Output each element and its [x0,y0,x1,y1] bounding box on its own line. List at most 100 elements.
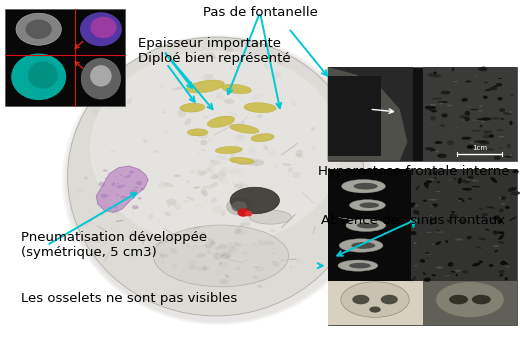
Ellipse shape [158,221,160,222]
Ellipse shape [428,73,433,77]
Ellipse shape [244,103,276,113]
Ellipse shape [500,171,507,173]
Ellipse shape [493,86,498,87]
Ellipse shape [138,184,141,185]
Ellipse shape [381,295,398,304]
Ellipse shape [509,216,517,221]
Ellipse shape [160,85,164,88]
Ellipse shape [215,246,220,250]
Ellipse shape [493,156,501,160]
Ellipse shape [292,172,301,178]
Ellipse shape [108,189,114,194]
Ellipse shape [130,230,136,236]
Ellipse shape [498,78,502,79]
Ellipse shape [425,253,431,255]
Ellipse shape [430,206,436,207]
Ellipse shape [101,140,102,141]
Ellipse shape [352,295,369,304]
Ellipse shape [262,148,264,150]
Ellipse shape [236,134,245,141]
Ellipse shape [465,179,469,181]
Ellipse shape [192,132,198,136]
Text: Pneumatisation développée
(symétrique, 5 cm3): Pneumatisation développée (symétrique, 5… [21,231,207,259]
Ellipse shape [235,184,242,190]
Ellipse shape [432,203,438,208]
Ellipse shape [500,274,503,277]
Ellipse shape [162,111,166,113]
Ellipse shape [159,253,164,257]
Ellipse shape [193,226,201,230]
Ellipse shape [483,96,488,99]
Ellipse shape [481,121,485,122]
Ellipse shape [469,142,473,143]
Ellipse shape [234,241,238,245]
Ellipse shape [428,217,437,221]
Ellipse shape [472,295,491,304]
Ellipse shape [448,262,453,267]
Ellipse shape [369,306,381,313]
Ellipse shape [467,146,474,149]
Ellipse shape [174,174,181,177]
Ellipse shape [461,198,464,199]
Ellipse shape [480,118,488,121]
Ellipse shape [203,265,207,271]
Ellipse shape [264,145,268,150]
Ellipse shape [424,278,431,282]
Polygon shape [96,166,148,213]
Ellipse shape [290,100,296,106]
Ellipse shape [227,222,228,223]
Ellipse shape [231,158,237,163]
Ellipse shape [441,113,448,118]
Ellipse shape [423,272,426,275]
Ellipse shape [472,180,479,181]
Ellipse shape [208,238,215,243]
Ellipse shape [430,104,436,106]
Ellipse shape [420,259,425,263]
Ellipse shape [197,266,205,271]
Ellipse shape [435,141,443,144]
Ellipse shape [235,204,238,207]
Ellipse shape [229,246,237,253]
Ellipse shape [458,200,462,201]
Ellipse shape [110,150,115,153]
Ellipse shape [501,196,506,200]
Ellipse shape [478,110,483,112]
Ellipse shape [211,175,218,179]
Ellipse shape [131,192,136,197]
Ellipse shape [428,199,438,201]
Ellipse shape [252,262,253,263]
Ellipse shape [248,158,258,164]
Ellipse shape [509,121,513,125]
Ellipse shape [468,198,472,200]
Ellipse shape [230,113,238,119]
Ellipse shape [227,198,252,215]
FancyBboxPatch shape [422,281,517,325]
Ellipse shape [501,235,504,237]
Ellipse shape [496,83,502,86]
Ellipse shape [207,250,212,254]
Ellipse shape [414,205,419,206]
Ellipse shape [311,127,316,131]
Ellipse shape [251,133,274,142]
Ellipse shape [426,187,428,189]
Ellipse shape [248,147,256,155]
Ellipse shape [456,274,458,276]
Ellipse shape [455,127,457,128]
Ellipse shape [429,110,437,111]
Ellipse shape [426,180,432,184]
Ellipse shape [188,259,196,266]
Ellipse shape [212,182,218,187]
Ellipse shape [195,140,198,142]
Ellipse shape [489,87,497,90]
Ellipse shape [453,178,457,180]
Ellipse shape [229,112,232,113]
Ellipse shape [467,145,474,149]
Ellipse shape [172,87,183,90]
Ellipse shape [311,144,317,150]
Circle shape [245,211,252,216]
Ellipse shape [218,175,224,182]
Ellipse shape [219,167,228,172]
Ellipse shape [68,37,364,316]
Ellipse shape [198,152,200,154]
Ellipse shape [251,203,257,207]
